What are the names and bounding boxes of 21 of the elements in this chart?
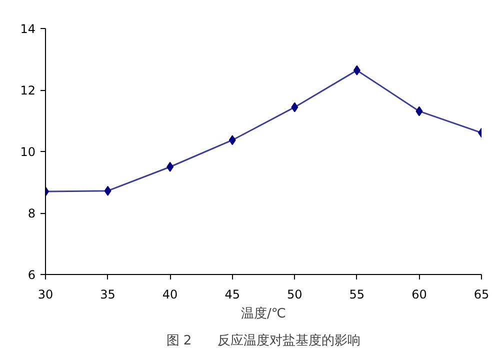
x-tick-label: 60 xyxy=(412,288,427,302)
x-axis-title: 温度/℃ xyxy=(241,306,286,322)
point xyxy=(166,162,174,172)
point xyxy=(228,135,236,146)
point xyxy=(353,65,360,76)
x-tick-label: 45 xyxy=(224,288,240,302)
x-tick-label: 30 xyxy=(38,288,54,302)
y-tick-label: 6 xyxy=(28,268,36,282)
x-tick-label: 65 xyxy=(474,288,490,302)
y-tick-label: 8 xyxy=(28,206,36,220)
x-tick-label: 50 xyxy=(287,288,302,302)
point xyxy=(291,102,298,112)
x-tick-label: 40 xyxy=(162,288,178,302)
x-tick-label: 55 xyxy=(349,288,365,302)
y-tick-label: 12 xyxy=(20,84,36,98)
x-tick-label: 35 xyxy=(100,288,116,302)
y-tick-label: 10 xyxy=(20,145,36,159)
point xyxy=(104,186,112,196)
y-tick-label: 14 xyxy=(20,22,36,36)
caption: 图 2 反应温度对盐基度的影响 xyxy=(166,332,361,348)
point xyxy=(416,106,423,116)
